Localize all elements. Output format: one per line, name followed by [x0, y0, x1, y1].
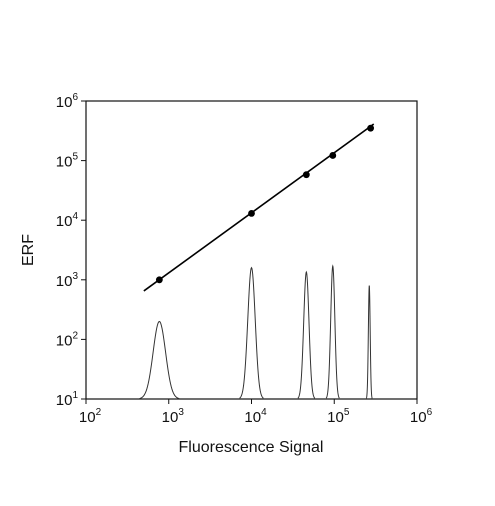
y-tick-label-base: 10 [56, 213, 73, 230]
y-tick-label: 103 [56, 271, 79, 290]
y-tick-label: 106 [56, 92, 79, 111]
calibration-point-4 [329, 152, 337, 159]
y-tick-label-exponent: 5 [72, 152, 78, 163]
y-tick-label-base: 10 [56, 332, 73, 349]
calibration-points-group [155, 124, 375, 284]
x-tick-label-base: 10 [327, 409, 344, 426]
x-tick-label-base: 10 [79, 409, 96, 426]
histogram-peak-5 [365, 285, 373, 399]
y-tick-label-exponent: 1 [72, 390, 78, 401]
x-tick-label: 103 [162, 407, 185, 426]
y-tick-label-exponent: 3 [72, 271, 78, 282]
x-tick-label-base: 10 [162, 409, 179, 426]
x-tick-label: 106 [410, 407, 433, 426]
y-tick-label-base: 10 [56, 154, 73, 171]
x-axis-label: Fluorescence Signal [179, 439, 324, 456]
y-tick-label: 102 [56, 330, 79, 349]
x-tick-label-exponent: 3 [178, 407, 184, 418]
fit-line-group [143, 123, 375, 292]
x-axis-ticks: 102 103 104 105 106 [79, 399, 433, 426]
plot-frame [85, 100, 418, 400]
x-tick-label: 104 [244, 407, 267, 426]
calibration-point-3 [302, 171, 310, 179]
x-tick-label: 102 [79, 407, 102, 426]
histogram-peak-4 [325, 264, 340, 399]
histogram-group [139, 264, 373, 400]
x-tick-label-exponent: 5 [344, 407, 350, 418]
x-tick-label: 105 [327, 407, 350, 426]
fit-line [143, 123, 375, 292]
x-tick-label-base: 10 [244, 409, 261, 426]
y-tick-label-base: 10 [56, 94, 73, 111]
histogram-peak-2 [239, 266, 264, 399]
x-tick-label-exponent: 4 [261, 407, 267, 418]
y-tick-label: 105 [56, 152, 79, 171]
x-tick-label-exponent: 2 [96, 407, 102, 418]
y-axis-label: ERF [20, 234, 37, 266]
x-tick-label-base: 10 [410, 409, 427, 426]
y-tick-label-exponent: 6 [72, 92, 78, 103]
y-tick-label: 101 [56, 390, 79, 409]
y-tick-label: 104 [56, 211, 79, 230]
y-tick-label-base: 10 [56, 273, 73, 290]
calibration-point-1 [155, 276, 163, 284]
histogram-peak-1 [139, 320, 180, 400]
histogram-peak-3 [297, 270, 316, 399]
calibration-point-2 [248, 210, 255, 217]
calibration-point-5 [367, 124, 375, 132]
y-tick-label-exponent: 2 [72, 330, 78, 341]
y-tick-label-base: 10 [56, 392, 73, 409]
y-tick-label-exponent: 4 [72, 211, 78, 222]
x-tick-label-exponent: 6 [427, 407, 433, 418]
